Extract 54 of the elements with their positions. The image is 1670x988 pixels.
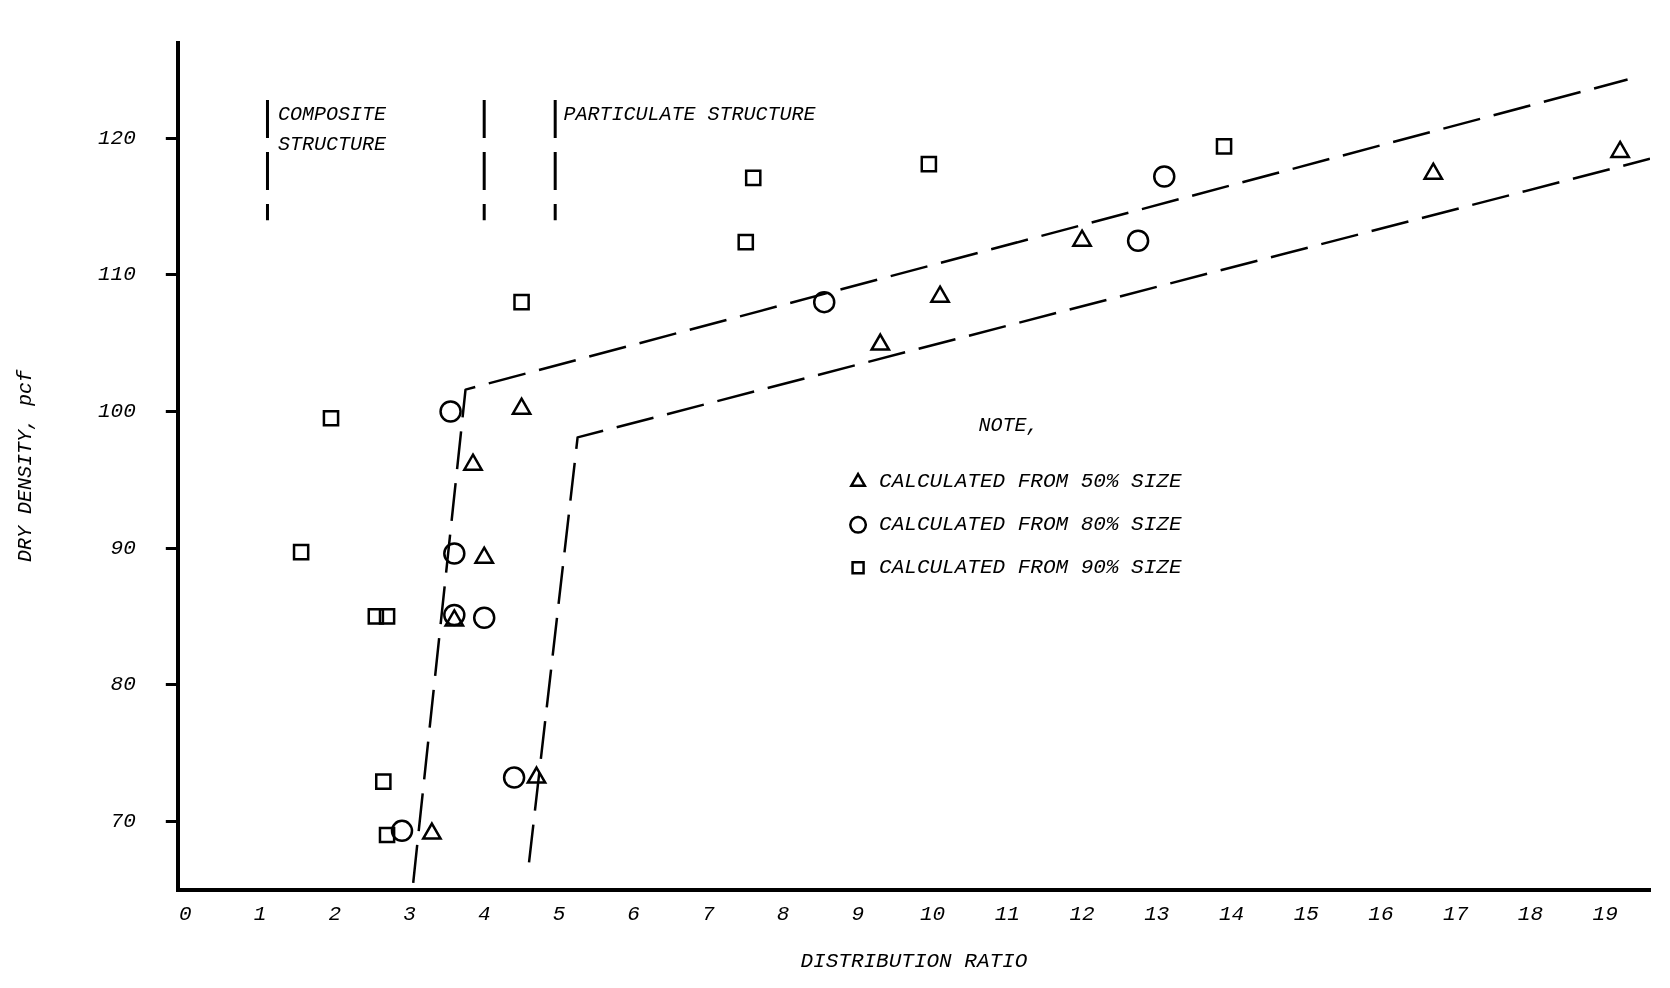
y-tick-label: 110 — [97, 263, 136, 287]
y-tick-label: 70 — [110, 809, 136, 833]
point — [390, 819, 414, 843]
x-tick-label: 8 — [776, 902, 790, 926]
point — [292, 543, 310, 561]
x-tick-label: 13 — [1144, 902, 1170, 926]
y-tick-label: 90 — [110, 536, 136, 560]
x-tick-label: 16 — [1368, 902, 1394, 926]
x-tick-label: 3 — [403, 902, 416, 926]
x-tick-label: 7 — [702, 902, 716, 926]
point — [920, 155, 938, 173]
x-tick-label: 11 — [994, 902, 1020, 926]
y-tick-label: 80 — [110, 673, 136, 697]
point — [1215, 138, 1233, 155]
legend-label: CALCULATED FROM 80% SIZE — [879, 513, 1182, 537]
annotation: COMPOSITE STRUCTURE — [277, 102, 387, 156]
x-tick-label: 4 — [477, 902, 491, 926]
y-axis-title: DRY DENSITY, pcf — [14, 369, 38, 563]
y-tick-label: 120 — [97, 126, 136, 150]
point — [513, 293, 530, 311]
x-tick-label: 5 — [552, 902, 566, 926]
point — [502, 766, 526, 789]
point — [374, 773, 392, 790]
x-tick-label: 0 — [178, 902, 192, 926]
x-tick-label: 6 — [627, 902, 640, 926]
point — [744, 169, 762, 187]
x-tick-label: 2 — [328, 902, 342, 926]
point — [322, 409, 340, 427]
point — [1153, 165, 1176, 188]
x-tick-label: 18 — [1517, 902, 1544, 926]
point — [378, 608, 396, 625]
x-tick-label: 10 — [919, 902, 946, 926]
x-tick-label: 9 — [851, 902, 865, 926]
x-tick-label: 14 — [1218, 902, 1245, 926]
point — [439, 400, 462, 423]
legend-label: CALCULATED FROM 90% SIZE — [879, 556, 1182, 580]
point — [378, 826, 396, 844]
x-tick-label: 19 — [1592, 902, 1618, 926]
legend-title: NOTE, — [978, 413, 1039, 437]
point — [812, 290, 836, 314]
point — [1126, 229, 1150, 252]
point — [443, 542, 466, 565]
x-tick-label: 17 — [1443, 902, 1469, 926]
x-tick-label: 15 — [1293, 902, 1320, 926]
y-tick-label: 100 — [97, 400, 136, 424]
point — [443, 603, 466, 627]
x-tick-label: 12 — [1069, 902, 1095, 926]
annotation: PARTICULATE STRUCTURE — [563, 102, 817, 126]
point — [737, 233, 755, 251]
x-axis-title: DISTRIBUTION RATIO — [800, 949, 1028, 973]
point — [472, 606, 496, 629]
point — [367, 608, 385, 625]
x-tick-label: 1 — [253, 902, 267, 926]
legend-label: CALCULATED FROM 50% SIZE — [879, 470, 1182, 494]
